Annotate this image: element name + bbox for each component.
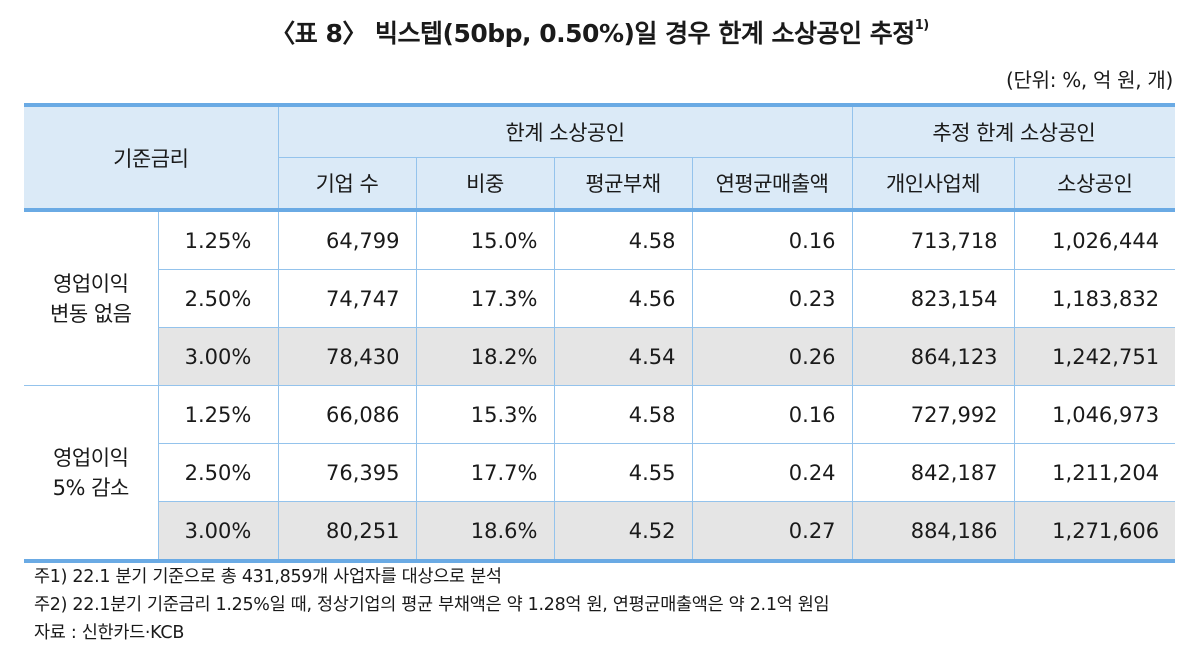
cell-rate: 2.50% (158, 443, 279, 502)
header-firms: 기업 수 (278, 157, 417, 212)
cell-avg-sales: 0.26 (691, 327, 853, 386)
cell-avg-sales: 0.16 (691, 385, 853, 444)
cell-avg-debt: 4.56 (553, 269, 693, 328)
cell-sole-prop: 864,123 (851, 327, 1015, 386)
cell-small-biz: 1,211,204 (1013, 443, 1176, 502)
group-label: 영업이익 변동 없음 (24, 209, 159, 386)
data-table: 기준금리 한계 소상공인 추정 한계 소상공인 기업 수 비중 평균부채 연평균… (24, 103, 1176, 563)
cell-firms: 64,799 (277, 209, 417, 270)
cell-sole-prop: 884,186 (851, 501, 1015, 563)
cell-avg-sales: 0.23 (691, 269, 853, 328)
table-row: 영업이익 변동 없음 1.25% 64,799 15.0% 4.58 0.16 … (24, 209, 1176, 386)
source-note: 자료 : 신한카드·KCB (34, 623, 185, 643)
table-row: 3.00% 78,430 18.2% 4.54 0.26 864,123 1,2… (24, 327, 1176, 386)
cell-share: 18.2% (415, 327, 555, 386)
cell-firms: 78,430 (277, 327, 417, 386)
table-row: 2.50% 76,395 17.7% 4.55 0.24 842,187 1,2… (24, 443, 1176, 502)
cell-small-biz: 1,026,444 (1013, 209, 1176, 270)
group-label-line2: 변동 없음 (50, 301, 132, 326)
table-row: 3.00% 80,251 18.6% 4.52 0.27 884,186 1,2… (24, 501, 1176, 563)
cell-avg-debt: 4.55 (553, 443, 693, 502)
cell-sole-prop: 842,187 (851, 443, 1015, 502)
cell-small-biz: 1,183,832 (1013, 269, 1176, 328)
cell-avg-debt: 4.54 (553, 327, 693, 386)
footnote-2: 주2) 22.1분기 기준금리 1.25%일 때, 정상기업의 평균 부채액은 … (34, 595, 830, 615)
header-row-sub: 기업 수 비중 평균부채 연평균매출액 개인사업체 소상공인 (24, 157, 1176, 212)
cell-firms: 80,251 (277, 501, 417, 563)
footnote-1: 주1) 22.1 분기 기준으로 총 431,859개 사업자를 대상으로 분석 (34, 567, 502, 587)
cell-firms: 76,395 (277, 443, 417, 502)
header-sole-prop: 개인사업체 (851, 157, 1015, 212)
group-label-line2: 5% 감소 (52, 475, 130, 500)
header-group-marginal: 한계 소상공인 (277, 103, 853, 158)
cell-avg-sales: 0.24 (691, 443, 853, 502)
table-row: 영업이익 5% 감소 1.25% 66,086 15.3% 4.58 0.16 … (24, 385, 1176, 563)
header-share: 비중 (415, 157, 555, 212)
group-label-line1: 영업이익 (53, 445, 129, 470)
header-base-rate: 기준금리 (24, 103, 279, 212)
cell-rate: 1.25% (157, 209, 279, 270)
cell-rate: 1.25% (157, 385, 279, 444)
unit-label: (단위: %, 억 원, 개) (1006, 68, 1173, 92)
cell-rate: 3.00% (158, 327, 279, 386)
group-label: 영업이익 5% 감소 (24, 385, 159, 563)
cell-avg-debt: 4.52 (553, 501, 693, 563)
cell-firms: 74,747 (277, 269, 417, 328)
table-title-text: 〈표 8〉 빅스텝(50bp, 0.50%)일 경우 한계 소상공인 추정 (270, 19, 915, 48)
cell-rate: 3.00% (158, 501, 279, 563)
cell-avg-sales: 0.27 (691, 501, 853, 563)
cell-rate: 2.50% (158, 269, 279, 328)
table-title: 〈표 8〉 빅스텝(50bp, 0.50%)일 경우 한계 소상공인 추정1) (0, 14, 1199, 50)
cell-firms: 66,086 (277, 385, 417, 444)
title-footnote-mark: 1) (914, 17, 930, 33)
header-avg-sales: 연평균매출액 (691, 157, 853, 212)
cell-share: 15.3% (415, 385, 555, 444)
cell-small-biz: 1,046,973 (1013, 385, 1176, 444)
cell-sole-prop: 823,154 (851, 269, 1015, 328)
group-label-line1: 영업이익 (53, 271, 129, 296)
cell-share: 18.6% (415, 501, 555, 563)
footnotes: 주1) 22.1 분기 기준으로 총 431,859개 사업자를 대상으로 분석… (34, 563, 830, 647)
header-row-top: 기준금리 한계 소상공인 추정 한계 소상공인 (24, 103, 1176, 212)
cell-small-biz: 1,271,606 (1013, 501, 1176, 563)
cell-share: 15.0% (415, 209, 555, 270)
cell-avg-debt: 4.58 (553, 209, 693, 270)
cell-sole-prop: 727,992 (851, 385, 1015, 444)
header-avg-debt: 평균부채 (553, 157, 693, 212)
cell-share: 17.3% (415, 269, 555, 328)
table-row: 2.50% 74,747 17.3% 4.56 0.23 823,154 1,1… (24, 269, 1176, 328)
header-group-estimated: 추정 한계 소상공인 (851, 103, 1176, 158)
cell-avg-debt: 4.58 (553, 385, 693, 444)
cell-avg-sales: 0.16 (691, 209, 853, 270)
cell-share: 17.7% (415, 443, 555, 502)
cell-small-biz: 1,242,751 (1013, 327, 1176, 386)
header-small-biz: 소상공인 (1013, 157, 1176, 212)
cell-sole-prop: 713,718 (851, 209, 1015, 270)
